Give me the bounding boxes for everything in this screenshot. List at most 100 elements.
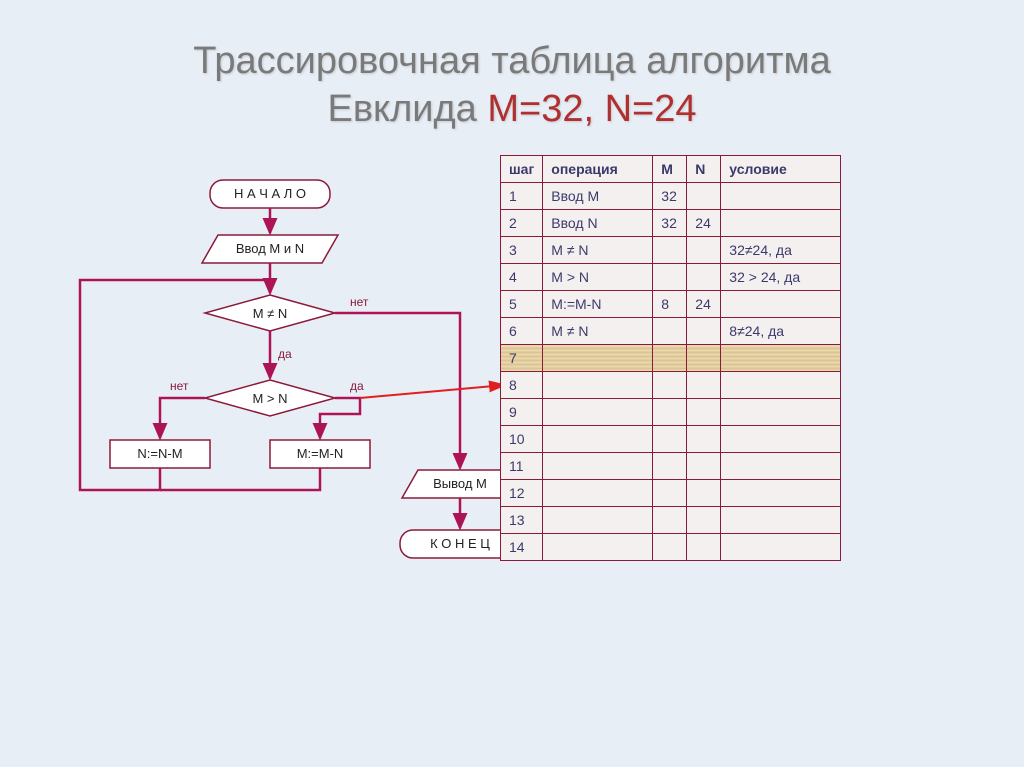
table-row: 13	[501, 507, 841, 534]
table-cell	[653, 453, 687, 480]
table-row: 6M ≠ N 8≠24, да	[501, 318, 841, 345]
node-end-label: К О Н Е Ц	[430, 536, 490, 551]
table-cell: Ввод N	[543, 210, 653, 237]
table-cell	[687, 264, 721, 291]
edge-loop-right	[160, 468, 320, 490]
table-cell: M ≠ N	[543, 237, 653, 264]
table-cell	[687, 183, 721, 210]
table-cell	[653, 480, 687, 507]
table-row: 3M ≠ N 32≠24, да	[501, 237, 841, 264]
col-cond: условие	[721, 156, 841, 183]
table-cell	[721, 183, 841, 210]
title-line2a: Евклида	[328, 88, 488, 130]
table-cell	[721, 372, 841, 399]
col-op: операция	[543, 156, 653, 183]
table-cell	[687, 453, 721, 480]
table-row: 9	[501, 399, 841, 426]
label-no2: нет	[170, 379, 189, 393]
table-cell: 32	[653, 183, 687, 210]
table-cell	[653, 237, 687, 264]
table-cell	[653, 426, 687, 453]
table-row: 7	[501, 345, 841, 372]
table-cell: 12	[501, 480, 543, 507]
table-row: 8	[501, 372, 841, 399]
table-row: 12	[501, 480, 841, 507]
table-row: 14	[501, 534, 841, 561]
table-cell: 32	[653, 210, 687, 237]
node-cond1-label: M ≠ N	[253, 306, 288, 321]
edge-cond2-no	[160, 398, 205, 438]
page-title: Трассировочная таблица алгоритма Евклида…	[0, 0, 1024, 133]
node-assign-n-label: N:=N-M	[137, 446, 182, 461]
table-cell	[721, 291, 841, 318]
table-cell	[721, 345, 841, 372]
node-cond2-label: M > N	[252, 391, 287, 406]
table-header-row: шаг операция M N условие	[501, 156, 841, 183]
label-yes2: да	[350, 379, 364, 393]
table-cell	[721, 480, 841, 507]
table-cell	[721, 507, 841, 534]
table-cell	[687, 480, 721, 507]
table-cell: 5	[501, 291, 543, 318]
node-output-label: Вывод M	[433, 476, 487, 491]
table-cell: 24	[687, 210, 721, 237]
flowchart: Н А Ч А Л О Ввод M и N M ≠ N нет да M > …	[60, 180, 500, 680]
table-cell	[543, 534, 653, 561]
table-cell	[721, 426, 841, 453]
table-cell: 10	[501, 426, 543, 453]
table-cell: 32 > 24, да	[721, 264, 841, 291]
table-cell: M:=M-N	[543, 291, 653, 318]
table-row: 10	[501, 426, 841, 453]
table-cell	[721, 534, 841, 561]
table-cell	[543, 507, 653, 534]
table-cell	[687, 426, 721, 453]
table-cell: 8	[653, 291, 687, 318]
table-cell	[653, 318, 687, 345]
table-cell	[687, 318, 721, 345]
table-row: 2Ввод N3224	[501, 210, 841, 237]
table-cell: 4	[501, 264, 543, 291]
col-m: M	[653, 156, 687, 183]
table-row: 1Ввод M32	[501, 183, 841, 210]
table-cell	[721, 210, 841, 237]
table-cell	[653, 507, 687, 534]
table-cell	[687, 534, 721, 561]
col-n: N	[687, 156, 721, 183]
table-cell	[687, 372, 721, 399]
title-line2b: M=32, N=24	[487, 88, 696, 130]
table-cell	[687, 399, 721, 426]
table-cell	[653, 345, 687, 372]
table-cell: 6	[501, 318, 543, 345]
table-cell	[687, 345, 721, 372]
col-step: шаг	[501, 156, 543, 183]
table-row: 5M:=M-N824	[501, 291, 841, 318]
table-cell	[543, 345, 653, 372]
table-cell	[653, 372, 687, 399]
table-cell: 14	[501, 534, 543, 561]
table-cell	[653, 534, 687, 561]
table-cell: 3	[501, 237, 543, 264]
table-cell	[543, 399, 653, 426]
node-assign-m-label: M:=M-N	[297, 446, 344, 461]
table-cell	[543, 426, 653, 453]
table-cell: Ввод M	[543, 183, 653, 210]
table-cell	[721, 399, 841, 426]
table-cell	[543, 372, 653, 399]
table-cell: 8≠24, да	[721, 318, 841, 345]
title-line1: Трассировочная таблица алгоритма	[193, 40, 830, 82]
table-cell: 7	[501, 345, 543, 372]
label-yes1: да	[278, 347, 292, 361]
table-cell	[653, 264, 687, 291]
table-row: 11	[501, 453, 841, 480]
table-cell: 11	[501, 453, 543, 480]
edge-cond2-yes	[320, 398, 360, 438]
table-row: 4M > N 32 > 24, да	[501, 264, 841, 291]
node-start-label: Н А Ч А Л О	[234, 186, 306, 201]
table-cell: 9	[501, 399, 543, 426]
table-cell: 2	[501, 210, 543, 237]
table-cell: 24	[687, 291, 721, 318]
label-no1: нет	[350, 295, 369, 309]
table-cell: 13	[501, 507, 543, 534]
trace-table: шаг операция M N условие 1Ввод M32 2Ввод…	[500, 155, 841, 561]
table-cell: M ≠ N	[543, 318, 653, 345]
